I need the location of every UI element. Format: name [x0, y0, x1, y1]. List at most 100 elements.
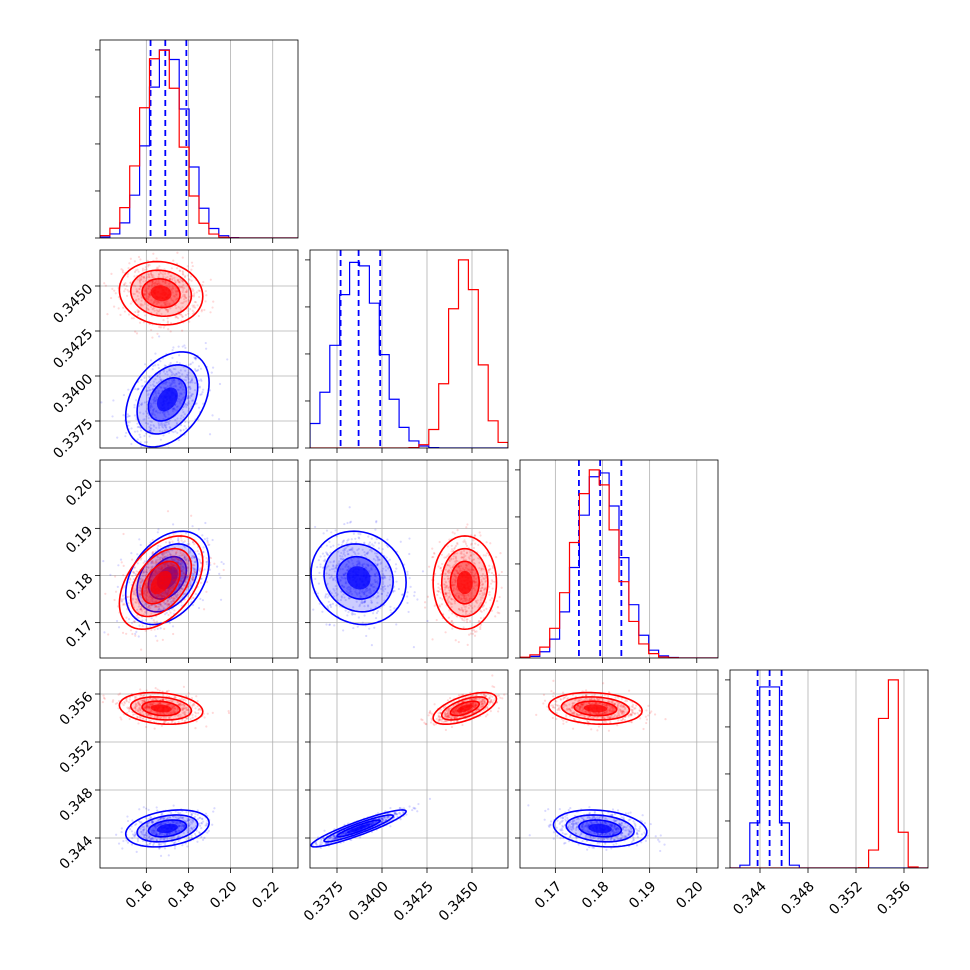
scatter-point [171, 409, 175, 413]
scatter-point [491, 580, 494, 583]
scatter-point [431, 547, 434, 550]
scatter-point [397, 587, 400, 591]
scatter-point [164, 541, 168, 544]
scatter-point [164, 280, 167, 283]
scatter-point [206, 541, 209, 544]
scatter-point [197, 368, 200, 371]
scatter-point [491, 565, 494, 568]
scatter-point [188, 818, 191, 821]
scatter-point [184, 558, 187, 562]
scatter-point [153, 414, 157, 417]
scatter-point [143, 590, 146, 593]
scatter-point [142, 831, 145, 834]
scatter-point [163, 842, 167, 846]
scatter-point [371, 612, 375, 615]
scatter-point [392, 589, 395, 593]
scatter-point [358, 563, 361, 567]
scatter-point [163, 412, 166, 415]
scatter-point [191, 393, 194, 396]
scatter-point [177, 559, 180, 562]
scatter-point [145, 704, 148, 707]
scatter-point [180, 384, 183, 387]
scatter-point [389, 605, 392, 608]
scatter-point [181, 315, 184, 318]
scatter-point [190, 378, 194, 382]
scatter-point [446, 592, 449, 595]
scatter-point [162, 822, 165, 825]
scatter-point [135, 299, 138, 302]
scatter-point [335, 564, 338, 567]
scatter-point [169, 383, 172, 387]
scatter-point [447, 616, 450, 619]
scatter-point [144, 363, 147, 366]
scatter-point [156, 627, 159, 630]
scatter-point [191, 820, 194, 824]
scatter-point [163, 593, 166, 596]
scatter-point [135, 630, 138, 633]
scatter-point [125, 294, 129, 297]
scatter-point [192, 564, 195, 567]
scatter-point [348, 506, 351, 509]
scatter-point [137, 601, 140, 605]
scatter-point [143, 607, 146, 610]
scatter-point [178, 816, 181, 819]
scatter-point [478, 561, 481, 564]
scatter-point [133, 835, 136, 838]
scatter-point [457, 607, 460, 610]
scatter-point [196, 369, 199, 372]
scatter-point [341, 558, 345, 561]
scatter-point [352, 612, 355, 616]
scatter-point [327, 553, 330, 557]
scatter-point [183, 557, 186, 560]
scatter-point [319, 565, 322, 569]
scatter-point [154, 569, 157, 572]
scatter-point [374, 575, 378, 578]
scatter-point [177, 839, 180, 842]
scatter-point [178, 398, 181, 401]
scatter-point [150, 561, 153, 565]
scatter-point [186, 830, 189, 833]
scatter-point [153, 309, 156, 312]
scatter-point [179, 703, 182, 707]
scatter-point [172, 407, 176, 410]
scatter-point [171, 625, 175, 628]
scatter-point [168, 587, 172, 591]
scatter-point [186, 265, 189, 268]
scatter-point [176, 708, 180, 711]
scatter-point [154, 687, 157, 690]
scatter-point [192, 399, 195, 402]
scatter-point [458, 570, 461, 573]
scatter-point [192, 306, 195, 309]
scatter-point [165, 611, 168, 614]
scatter-point [141, 600, 144, 603]
scatter-point [448, 595, 451, 598]
scatter-point [155, 300, 158, 303]
scatter-point [145, 592, 148, 595]
scatter-point [174, 298, 178, 301]
scatter-point [148, 821, 151, 824]
scatter-point [155, 620, 159, 623]
scatter-point [158, 326, 161, 329]
scatter-point [164, 421, 167, 424]
scatter-point [461, 608, 464, 611]
scatter-point [160, 553, 163, 556]
scatter-point [218, 572, 221, 575]
scatter-point [152, 428, 155, 432]
scatter-point [489, 598, 492, 602]
scatter-point [200, 310, 203, 313]
scatter-point [466, 618, 469, 621]
scatter-point [347, 565, 350, 568]
scatter-point [209, 311, 212, 314]
scatter-point [470, 543, 473, 546]
scatter-point [363, 600, 366, 603]
scatter-point [198, 559, 201, 562]
scatter-point [136, 562, 139, 565]
scatter-point [180, 827, 183, 830]
scatter-point [481, 573, 485, 576]
scatter-point [158, 283, 161, 286]
panel-frame [99, 249, 299, 449]
scatter-point [347, 561, 351, 564]
scatter-point [173, 579, 176, 582]
scatter-point [163, 555, 166, 558]
scatter-point [120, 599, 123, 602]
